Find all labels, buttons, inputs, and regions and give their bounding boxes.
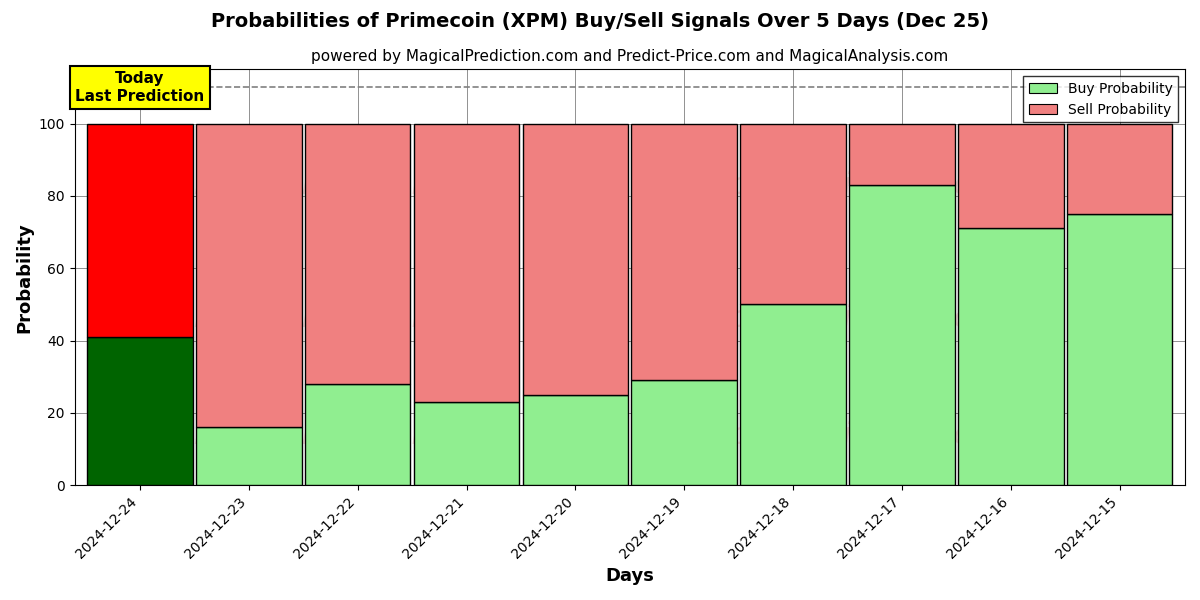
- Text: Probabilities of Primecoin (XPM) Buy/Sell Signals Over 5 Days (Dec 25): Probabilities of Primecoin (XPM) Buy/Sel…: [211, 12, 989, 31]
- Bar: [88, 337, 193, 485]
- Y-axis label: Probability: Probability: [16, 222, 34, 332]
- Bar: [523, 124, 628, 395]
- Bar: [196, 124, 301, 427]
- Text: MagicalAnalysis.com: MagicalAnalysis.com: [193, 171, 511, 200]
- Bar: [414, 402, 520, 485]
- Text: MagicalPrediction.com: MagicalPrediction.com: [658, 304, 1002, 334]
- Bar: [958, 229, 1063, 485]
- Bar: [850, 185, 955, 485]
- Text: MagicalAnalysis.com: MagicalAnalysis.com: [193, 421, 511, 450]
- Legend: Buy Probability, Sell Probability: Buy Probability, Sell Probability: [1024, 76, 1178, 122]
- Bar: [958, 124, 1063, 229]
- Text: MagicalPrediction.com: MagicalPrediction.com: [658, 171, 1002, 200]
- Bar: [1067, 214, 1172, 485]
- Bar: [305, 384, 410, 485]
- X-axis label: Days: Days: [605, 567, 654, 585]
- Bar: [196, 427, 301, 485]
- Bar: [414, 124, 520, 402]
- Bar: [850, 124, 955, 185]
- Text: Today
Last Prediction: Today Last Prediction: [76, 71, 204, 104]
- Title: powered by MagicalPrediction.com and Predict-Price.com and MagicalAnalysis.com: powered by MagicalPrediction.com and Pre…: [311, 49, 948, 64]
- Bar: [631, 380, 737, 485]
- Bar: [1067, 124, 1172, 214]
- Bar: [740, 124, 846, 304]
- Text: MagicalPrediction.com: MagicalPrediction.com: [658, 421, 1002, 450]
- Bar: [523, 395, 628, 485]
- Bar: [305, 124, 410, 384]
- Bar: [88, 124, 193, 337]
- Text: MagicalAnalysis.com: MagicalAnalysis.com: [193, 304, 511, 334]
- Bar: [631, 124, 737, 380]
- Bar: [740, 304, 846, 485]
